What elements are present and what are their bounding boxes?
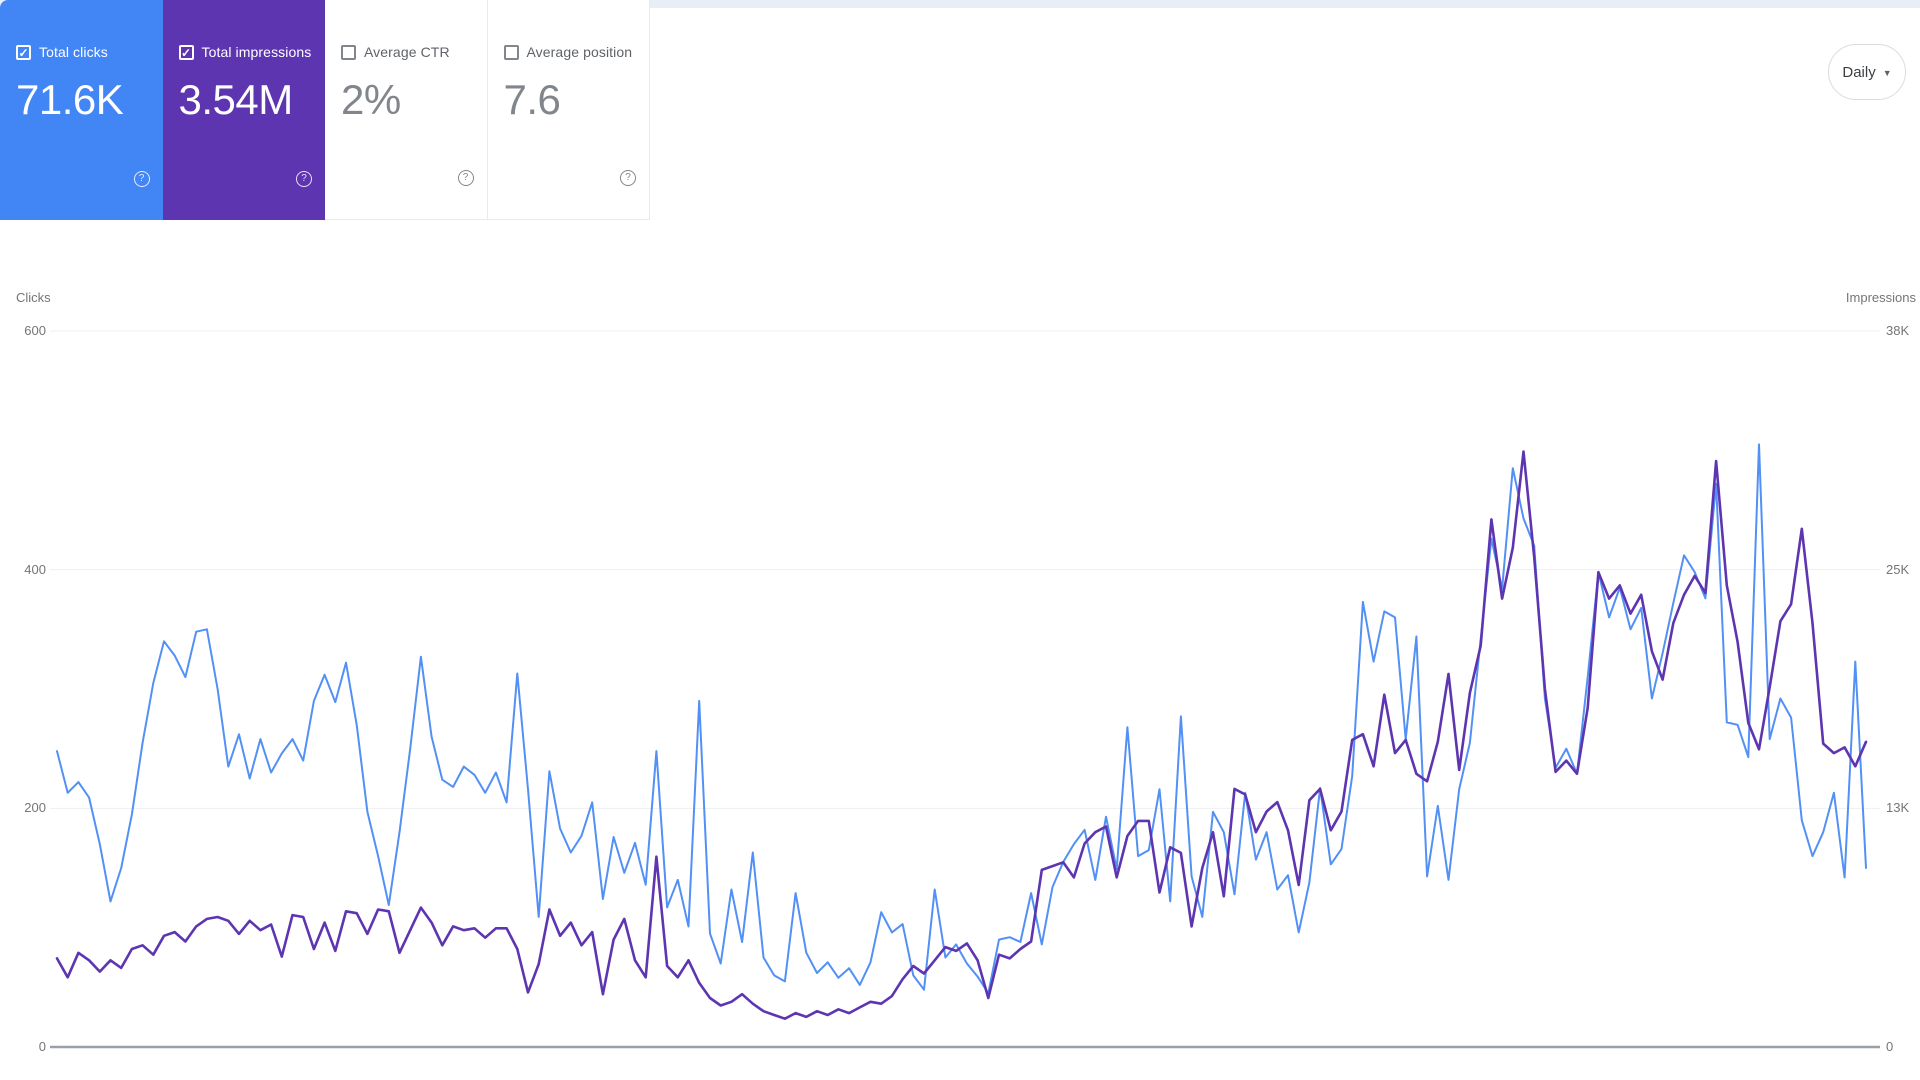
left-tick-200: 200 <box>24 800 46 816</box>
average-ctr-value: 2% <box>341 76 401 123</box>
card-label: Total impressions <box>201 44 312 60</box>
card-label: Average position <box>526 44 633 60</box>
card-label: Average CTR <box>364 44 450 60</box>
top-strip <box>0 0 1920 8</box>
checked-checkbox-icon[interactable]: ✓ <box>178 44 194 60</box>
help-icon[interactable]: ? <box>457 170 474 186</box>
average-position-value: 7.6 <box>503 76 561 123</box>
right-tick-25k: 25K <box>1886 561 1910 577</box>
impressions-line <box>55 450 1868 1021</box>
left-tick-400: 400 <box>24 561 46 577</box>
right-tick-38k: 38K <box>1886 323 1910 338</box>
right-tick-13k: 13K <box>1886 800 1910 816</box>
total-impressions-value: 3.54M <box>178 76 294 123</box>
left-axis-title: Clicks <box>16 290 51 305</box>
granularity-dropdown[interactable]: Daily ▼ <box>1828 44 1906 100</box>
metric-card-average-ctr[interactable]: Average CTR 2% ? <box>325 0 488 220</box>
metric-card-total-clicks[interactable]: ✓ Total clicks 71.6K ? <box>0 0 163 220</box>
clicks-line <box>56 443 1867 995</box>
metric-card-total-impressions[interactable]: ✓ Total impressions 3.54M ? <box>162 0 325 220</box>
unchecked-checkbox-icon[interactable] <box>503 44 519 60</box>
help-icon[interactable]: ? <box>620 170 636 186</box>
metric-card-average-position[interactable]: Average position 7.6 ? <box>487 0 650 220</box>
unchecked-checkbox-icon[interactable] <box>341 44 356 60</box>
help-icon[interactable]: ? <box>133 171 150 187</box>
checked-checkbox-icon[interactable]: ✓ <box>16 44 31 60</box>
left-tick-600: 600 <box>24 323 46 338</box>
left-tick-0: 0 <box>38 1039 46 1054</box>
granularity-label: Daily <box>1842 63 1876 81</box>
help-icon[interactable]: ? <box>296 171 312 187</box>
chevron-down-icon: ▼ <box>1882 68 1892 78</box>
right-tick-0: 0 <box>1886 1039 1894 1054</box>
metric-cards: ✓ Total clicks 71.6K ? ✓ Total impressio… <box>0 0 650 220</box>
card-label: Total clicks <box>39 44 108 60</box>
total-clicks-value: 71.6K <box>16 76 124 123</box>
right-axis-title: Impressions <box>1845 290 1916 305</box>
